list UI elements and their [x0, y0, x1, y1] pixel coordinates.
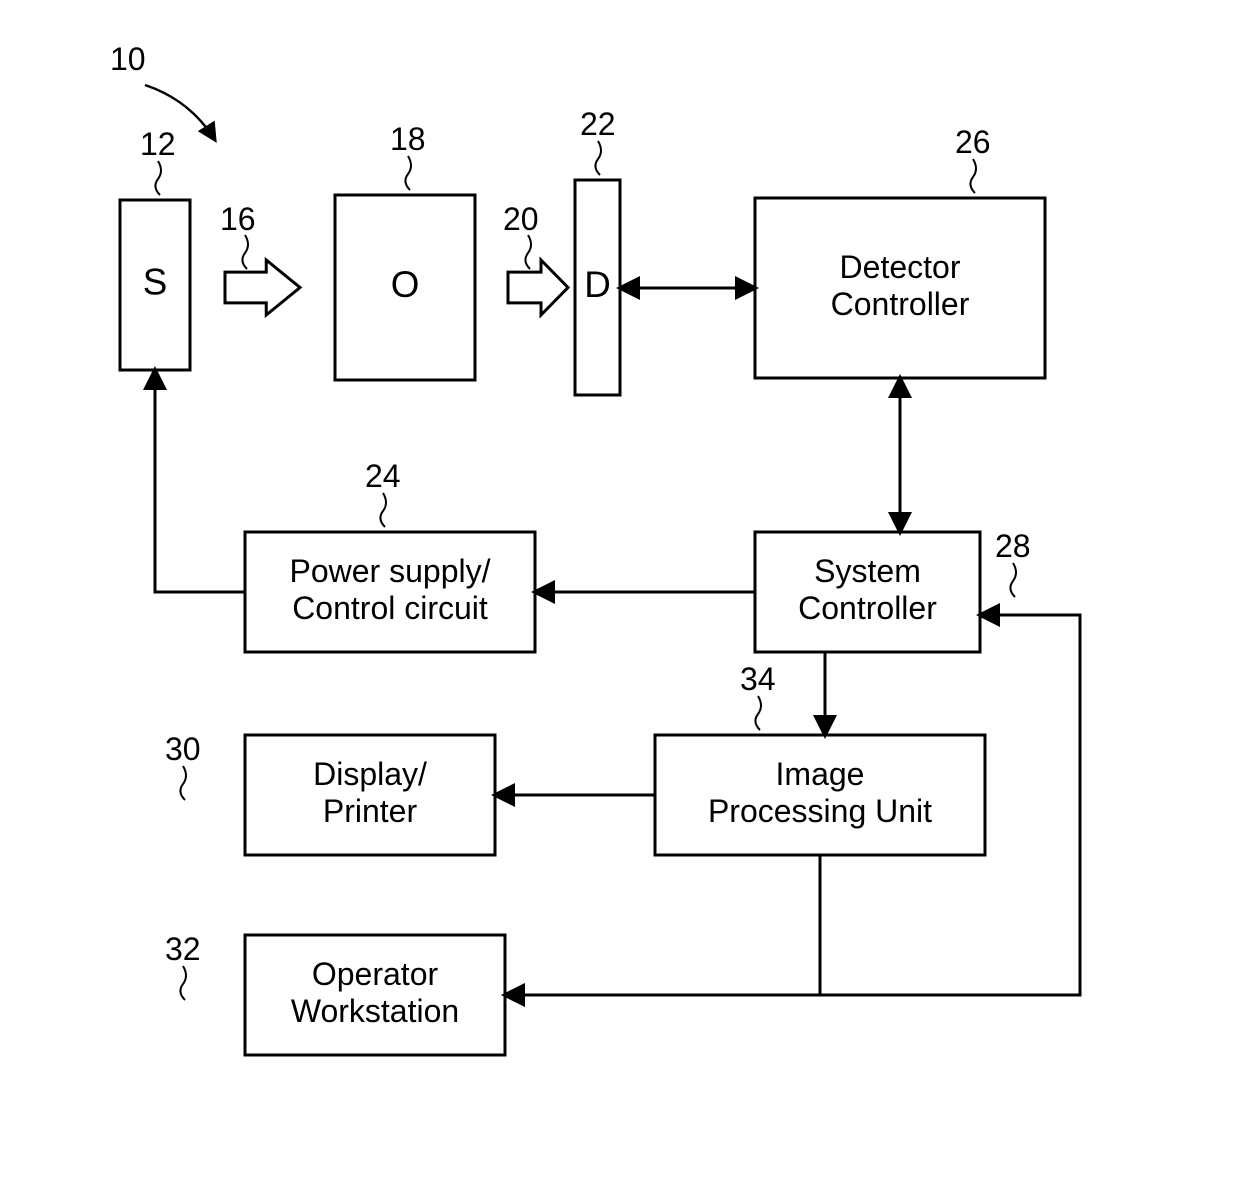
node-label-source: S: [143, 262, 168, 303]
node-label-psu: Control circuit: [292, 590, 488, 626]
ref-detector: 22: [580, 106, 616, 142]
node-label-ipu: Image: [776, 756, 865, 792]
ref-leader: [155, 161, 161, 195]
ref-flow: 20: [503, 201, 539, 237]
block-diagram: 10S12O18D22DetectorController26Power sup…: [0, 0, 1240, 1192]
ref-leader: [525, 235, 531, 269]
connector: [505, 855, 820, 995]
ref-opws: 32: [165, 931, 201, 967]
ref-psu: 24: [365, 458, 401, 494]
node-label-opws: Operator: [312, 956, 439, 992]
ref-sys_ctrl: 28: [995, 528, 1031, 564]
node-label-psu: Power supply/: [290, 553, 491, 589]
flow-arrow: [225, 260, 300, 315]
node-label-det_ctrl: Detector: [840, 249, 961, 285]
node-label-ipu: Processing Unit: [708, 793, 932, 829]
ref-flow: 16: [220, 201, 256, 237]
node-label-sys_ctrl: Controller: [798, 590, 937, 626]
ref-leader: [180, 966, 186, 1000]
node-label-det_ctrl: Controller: [831, 286, 970, 322]
ref-leader: [405, 156, 411, 190]
node-label-display: Printer: [323, 793, 418, 829]
flow-arrow: [508, 260, 568, 315]
figure-ref: 10: [110, 41, 146, 77]
ref-leader: [595, 141, 601, 175]
ref-ipu: 34: [740, 661, 776, 697]
node-label-sys_ctrl: System: [814, 553, 921, 589]
ref-object: 18: [390, 121, 426, 157]
ref-leader: [180, 766, 186, 800]
node-label-display: Display/: [313, 756, 427, 792]
ref-det_ctrl: 26: [955, 124, 991, 160]
connector: [155, 370, 245, 592]
node-label-detector: D: [584, 264, 611, 305]
ref-leader: [755, 696, 761, 730]
ref-leader: [380, 493, 386, 527]
node-label-opws: Workstation: [291, 993, 459, 1029]
ref-source: 12: [140, 126, 176, 162]
ref-leader: [970, 159, 976, 193]
ref-display: 30: [165, 731, 201, 767]
node-label-object: O: [391, 264, 420, 305]
ref-leader: [242, 235, 248, 269]
ref-leader: [1010, 563, 1016, 597]
